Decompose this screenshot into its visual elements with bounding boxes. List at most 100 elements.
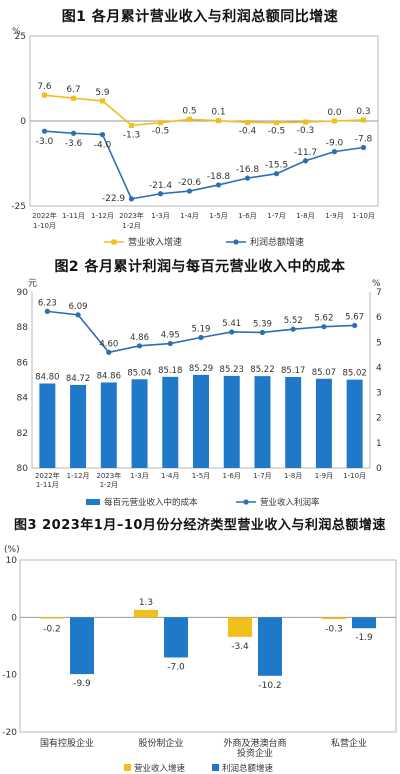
x-tick-label: 1-9月 xyxy=(325,212,343,220)
bar xyxy=(285,377,302,468)
y-tick-label-right: 4 xyxy=(376,363,382,373)
bar-label: 85.17 xyxy=(281,366,305,376)
chart-3-plot: (%)10 0 -10 -20 -0.2 1.3 -3.4 -0.3 -9.9 -7.0 -10.2… xyxy=(2,545,397,774)
data-label: -15.5 xyxy=(265,161,288,171)
y-axis-unit-left: 元 xyxy=(28,279,37,289)
bar xyxy=(40,617,64,619)
data-point xyxy=(41,128,48,134)
chart-3-title: 图3 2023年1月–10月份分经济类型营业收入与利润总额增速 xyxy=(14,518,386,533)
x-tick-label: 1-10月 xyxy=(33,222,56,230)
x-tick-label: 1-10月 xyxy=(343,472,366,480)
data-point xyxy=(332,118,337,124)
data-point xyxy=(75,312,81,318)
x-tick-label: 2023年 xyxy=(96,471,121,480)
bar-label: 85.07 xyxy=(312,368,336,378)
bar xyxy=(352,617,376,629)
legend-swatch-revenue xyxy=(124,764,131,771)
data-point xyxy=(215,182,222,188)
bar-label: 84.72 xyxy=(66,374,90,384)
bar-label: 84.80 xyxy=(35,373,59,383)
data-label: 6.7 xyxy=(66,85,80,95)
x-category-label: 国有控股企业 xyxy=(40,737,94,749)
line-label: 6.23 xyxy=(38,298,57,308)
bar-label: 85.04 xyxy=(127,368,151,378)
x-category-label: 股份制企业 xyxy=(138,737,183,749)
legend-marker-revenue xyxy=(111,239,117,245)
bar-label: 1.3 xyxy=(139,598,153,608)
legend-label-margin: 营业收入利润率 xyxy=(260,497,320,508)
x-tick-label: 1-9月 xyxy=(315,472,333,480)
data-label: -18.8 xyxy=(207,172,231,182)
data-point xyxy=(290,326,296,332)
y-tick-label: -10 xyxy=(2,671,17,681)
data-point xyxy=(360,144,367,151)
bar-label: -7.0 xyxy=(167,662,185,672)
data-label: 7.6 xyxy=(37,82,52,92)
x-tick-label: 1-4月 xyxy=(180,212,198,220)
chart-2-title: 图2 各月累计利润与每百元营业收入中的成本 xyxy=(54,259,346,275)
bar-label: -10.2 xyxy=(258,681,281,691)
bar xyxy=(131,379,148,468)
y-tick-label-left: 84 xyxy=(17,394,29,404)
x-tick-label: 1-4月 xyxy=(161,472,179,480)
x-category-label: 投资企业 xyxy=(237,747,273,759)
x-tick-label: 1-11月 xyxy=(36,481,59,489)
data-label: -0.5 xyxy=(268,127,286,137)
y-tick-label: 10 xyxy=(6,556,18,566)
data-point xyxy=(245,119,250,125)
bar-label: -9.9 xyxy=(73,679,91,689)
x-tick-label: 1-6月 xyxy=(238,212,256,220)
x-tick-label: 1-5月 xyxy=(192,472,210,480)
data-point xyxy=(44,308,50,314)
data-label: 0.5 xyxy=(182,106,196,116)
data-point xyxy=(129,122,134,128)
bar-label: 85.02 xyxy=(342,369,366,379)
data-point xyxy=(99,132,106,138)
x-tick-label: 1-11月 xyxy=(62,212,85,220)
data-label: -22.9 xyxy=(102,194,126,204)
y-tick-label: 0 xyxy=(20,117,26,127)
x-category-label: 私营企业 xyxy=(331,737,367,749)
bar xyxy=(134,609,158,618)
data-point xyxy=(331,149,338,155)
data-point xyxy=(352,322,358,329)
line-label: 5.67 xyxy=(345,312,364,322)
legend-label-revenue: 营业收入增速 xyxy=(134,763,186,774)
bar xyxy=(100,382,117,468)
data-point xyxy=(70,130,77,136)
y-tick-label: 25 xyxy=(15,32,26,42)
bar-label: 85.23 xyxy=(220,365,244,375)
legend-marker-profit xyxy=(233,239,239,245)
x-tick-label: 1-5月 xyxy=(209,212,227,220)
data-label: -16.8 xyxy=(236,165,260,175)
line-label: 5.52 xyxy=(284,316,303,326)
x-tick-label: 1-8月 xyxy=(296,212,314,220)
x-tick-label: 1-7月 xyxy=(253,472,271,480)
data-label: 5.9 xyxy=(95,88,110,98)
y-tick-label: -25 xyxy=(11,202,26,212)
line-label: 4.86 xyxy=(130,333,149,343)
data-point xyxy=(229,329,235,335)
data-label: -0.5 xyxy=(152,127,170,137)
series-line-1 xyxy=(44,130,364,200)
x-tick-label: 1-6月 xyxy=(223,472,241,480)
line-label: 5.39 xyxy=(253,319,272,329)
legend-label-cost: 每百元营业收入中的成本 xyxy=(104,497,198,508)
data-point xyxy=(167,340,173,347)
y-tick-label-right: 1 xyxy=(376,439,382,449)
y-tick-label-right: 6 xyxy=(376,313,382,323)
data-label: -7.8 xyxy=(355,135,373,145)
y-tick-label: 0 xyxy=(11,613,17,623)
legend-marker-margin xyxy=(243,499,249,505)
y-tick-label-left: 82 xyxy=(17,429,28,439)
line-label: 5.62 xyxy=(314,314,333,324)
bar-label: 85.29 xyxy=(189,364,213,374)
data-point xyxy=(100,98,105,104)
bar xyxy=(322,617,346,620)
line-label: 4.60 xyxy=(99,339,118,349)
legend-swatch-cost xyxy=(86,499,100,505)
y-axis-unit: % xyxy=(12,27,21,37)
bar xyxy=(223,375,240,468)
legend-label-profit: 利润总额增速 xyxy=(250,236,304,248)
data-label: -0.4 xyxy=(239,126,257,136)
